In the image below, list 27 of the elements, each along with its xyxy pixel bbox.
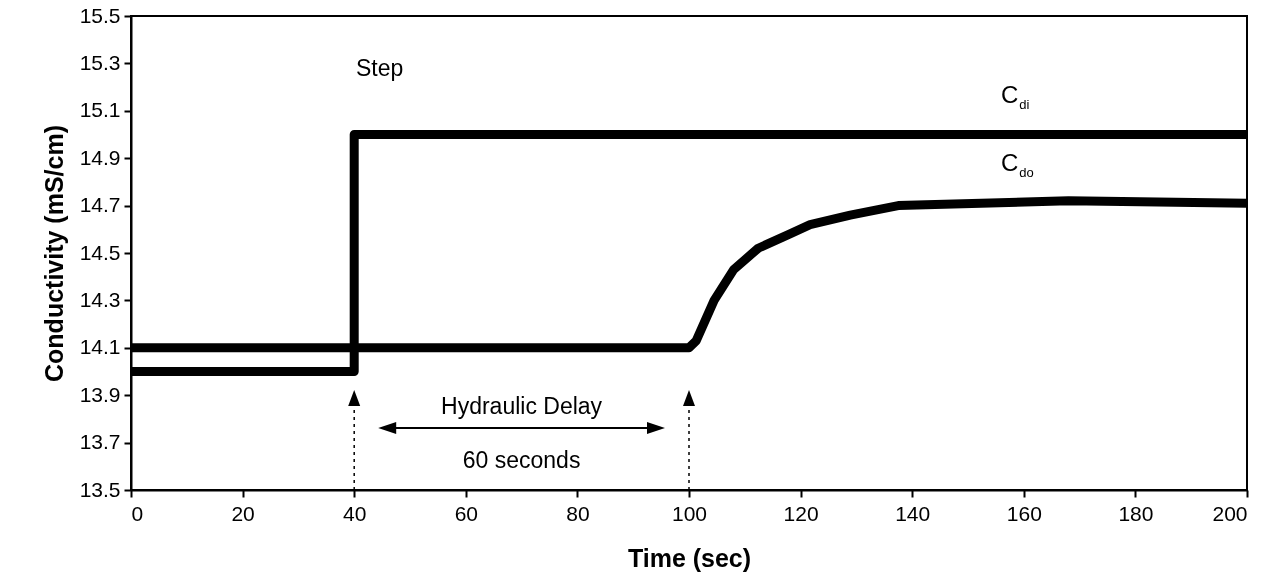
y-tick-label: 14.5 bbox=[79, 240, 121, 264]
y-tick-label: 14.1 bbox=[79, 335, 121, 359]
x-tick-label: 140 bbox=[895, 501, 931, 525]
x-tick-label: 80 bbox=[566, 501, 590, 525]
annotation: 60 seconds bbox=[462, 447, 581, 473]
x-tick-label: 100 bbox=[671, 501, 708, 525]
y-tick-label: 13.9 bbox=[79, 382, 121, 406]
y-tick-label: 15.3 bbox=[79, 50, 121, 74]
x-tick-label: 40 bbox=[343, 501, 367, 525]
x-tick-label: 60 bbox=[454, 501, 478, 525]
x-tick-label: 20 bbox=[231, 501, 255, 525]
annotation: Step bbox=[356, 55, 404, 81]
annotation: Hydraulic Delay bbox=[441, 393, 603, 419]
x-tick-label: 180 bbox=[1118, 501, 1154, 525]
y-tick-label: 13.5 bbox=[79, 477, 121, 501]
y-tick-label: 15.1 bbox=[79, 98, 121, 122]
y-tick-label: 14.3 bbox=[79, 287, 121, 311]
y-tick-label: 14.9 bbox=[79, 145, 121, 169]
y-tick-label: 13.7 bbox=[79, 430, 121, 454]
x-tick-label: 0 bbox=[131, 501, 144, 525]
y-tick-label: 15.5 bbox=[79, 3, 121, 27]
y-tick-label: 14.7 bbox=[79, 193, 121, 217]
y-axis-title: Conductivity (mS/cm) bbox=[39, 125, 68, 382]
x-tick-label: 160 bbox=[1006, 501, 1042, 525]
x-tick-label: 200 bbox=[1212, 501, 1248, 525]
x-tick-label: 120 bbox=[783, 501, 819, 525]
x-axis-title: Time (sec) bbox=[627, 543, 752, 572]
